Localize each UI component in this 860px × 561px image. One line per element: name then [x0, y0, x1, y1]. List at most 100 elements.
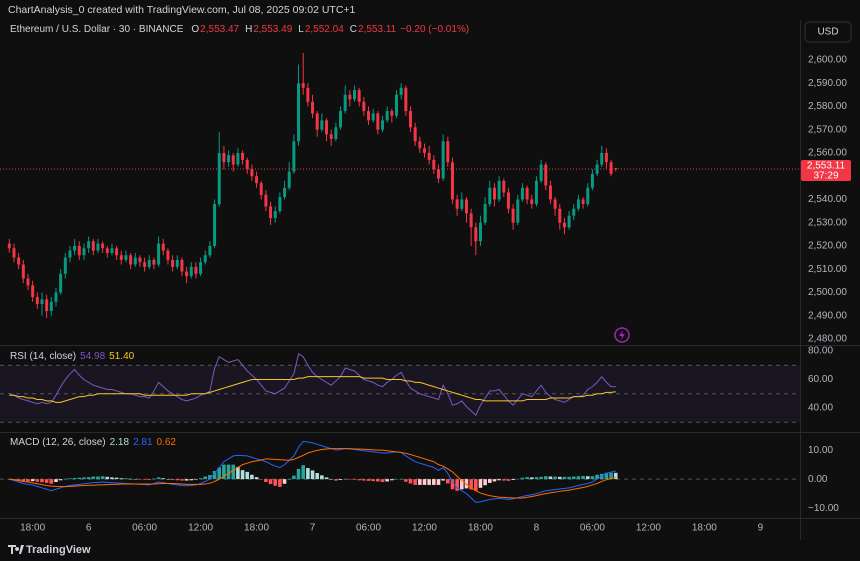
candle-body	[548, 185, 552, 200]
candle-body	[297, 83, 301, 142]
candle-body	[446, 141, 450, 163]
candle-body	[311, 101, 315, 114]
histogram-bar	[543, 476, 548, 480]
histogram-bar	[567, 476, 571, 480]
candle-body	[54, 292, 58, 302]
histogram-bar	[114, 477, 119, 480]
x-tick-label: 6	[86, 523, 92, 534]
y-tick-label: 2,490.00	[808, 310, 847, 321]
histogram-bar	[124, 478, 128, 480]
x-tick-label: 7	[310, 523, 316, 534]
candle-body	[544, 164, 548, 186]
histogram-bar	[287, 479, 292, 480]
candle-body	[180, 259, 184, 272]
candle-body	[367, 111, 371, 121]
y-tick-label: 2,590.00	[808, 78, 847, 89]
candle-body	[306, 87, 310, 102]
histogram-bar	[86, 477, 91, 480]
candle-body	[273, 211, 277, 219]
histogram-bar	[436, 479, 441, 485]
candle-body	[562, 222, 566, 228]
candle-body	[348, 94, 352, 100]
candle-body	[203, 255, 207, 263]
histogram-bar	[525, 477, 529, 480]
candle-body	[600, 152, 604, 165]
histogram-bar	[390, 479, 394, 481]
alert-icon[interactable]	[614, 327, 630, 343]
histogram-bar	[385, 479, 389, 482]
candle-body	[422, 148, 426, 153]
candle-body	[199, 262, 203, 274]
candle-body	[49, 301, 53, 312]
histogram-bar	[68, 478, 72, 480]
candle-body	[609, 162, 613, 174]
candle-body	[73, 245, 77, 251]
histogram-bar	[478, 479, 483, 488]
histogram-bar	[268, 479, 273, 485]
candle-body	[329, 134, 333, 139]
legend-value: 2.18	[109, 437, 130, 448]
candle-body	[432, 159, 436, 170]
candle-body	[385, 111, 389, 121]
histogram-bar	[184, 479, 189, 481]
candle-body	[395, 94, 399, 116]
candle-body	[133, 257, 137, 265]
candle-body	[404, 87, 408, 112]
candle-body	[45, 299, 49, 312]
indicator-line	[9, 448, 616, 499]
candle-body	[511, 208, 515, 223]
candle-body	[516, 199, 520, 223]
histogram-bar	[306, 468, 310, 480]
y-tick-label: 2,520.00	[808, 241, 847, 252]
candle-body	[604, 152, 608, 163]
histogram-bar	[222, 464, 226, 480]
histogram-bar	[590, 476, 595, 480]
candle-body	[325, 120, 329, 135]
histogram-bar	[548, 476, 553, 480]
candle-body	[455, 199, 459, 209]
macd-title: MACD (12, 26, close)	[10, 437, 106, 448]
histogram-bar	[324, 477, 329, 480]
candle-body	[21, 264, 25, 279]
ohlc-value: 2,553.47	[200, 24, 240, 35]
candle-body	[534, 180, 538, 205]
histogram-bar	[138, 479, 142, 480]
candle-body	[77, 245, 81, 256]
candle-body	[413, 127, 417, 142]
candle-body	[464, 199, 468, 214]
histogram-bar	[236, 466, 240, 480]
currency-label[interactable]: USD	[817, 27, 838, 38]
candle-body	[63, 257, 67, 274]
candle-body	[264, 194, 268, 207]
histogram-bar	[44, 479, 49, 483]
candle-body	[506, 192, 510, 209]
histogram-bar	[217, 467, 222, 480]
histogram-bar	[418, 479, 422, 485]
candle-body	[283, 187, 287, 198]
x-tick-label: 06:00	[356, 523, 381, 534]
histogram-bar	[63, 478, 68, 480]
currency-button[interactable]	[804, 21, 852, 43]
histogram-bar	[557, 476, 562, 480]
histogram-bar	[534, 477, 539, 480]
candle-body	[101, 243, 105, 249]
x-tick-label: 12:00	[636, 523, 661, 534]
candle-body	[287, 171, 291, 188]
histogram-bar	[529, 477, 534, 480]
candle-body	[227, 155, 231, 163]
candle-body	[492, 187, 496, 200]
histogram-bar	[54, 479, 58, 483]
histogram-bar	[77, 477, 82, 480]
candle-body	[147, 259, 151, 267]
y-tick-label: 40.00	[808, 403, 833, 414]
candle-body	[208, 245, 212, 256]
histogram-bar	[408, 479, 413, 484]
histogram-bar	[240, 470, 245, 480]
histogram-bar	[72, 477, 77, 480]
candle-body	[236, 152, 240, 165]
chart-background	[0, 20, 860, 540]
x-tick-label: 18:00	[692, 523, 717, 534]
histogram-bar	[194, 479, 198, 480]
